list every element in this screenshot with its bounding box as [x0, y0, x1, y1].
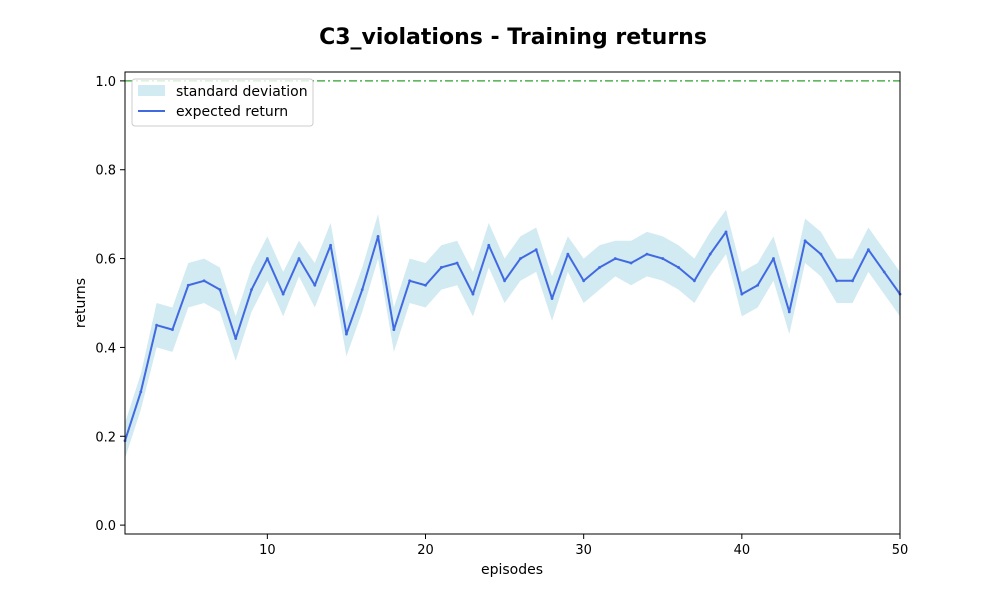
x-tick-label: 50 — [892, 543, 909, 558]
data-point — [265, 257, 269, 260]
data-point — [455, 261, 459, 265]
data-point — [297, 257, 301, 260]
data-point — [787, 310, 791, 314]
data-point — [851, 279, 854, 283]
y-tick-label: 0.6 — [95, 253, 116, 268]
data-point — [155, 323, 159, 327]
chart-title: C3_violations - Training returns — [319, 25, 707, 50]
y-tick-label: 0.2 — [95, 430, 116, 445]
legend-band-label: standard deviation — [176, 84, 308, 100]
y-tick-label: 0.4 — [95, 341, 116, 356]
data-point — [803, 239, 807, 243]
x-tick-label: 40 — [734, 543, 751, 558]
x-axis-ticks: 10 20 30 40 50 — [259, 534, 908, 558]
data-point — [376, 234, 380, 238]
x-tick-label: 30 — [575, 543, 592, 558]
data-point — [598, 266, 601, 269]
legend: standard deviation expected return — [131, 78, 314, 127]
y-tick-label: 1.0 — [95, 75, 116, 90]
data-point — [677, 266, 680, 269]
data-point — [139, 390, 143, 394]
data-point — [708, 252, 712, 256]
data-point — [171, 328, 174, 332]
data-point — [819, 252, 823, 256]
data-point — [360, 288, 364, 292]
data-point — [756, 283, 760, 287]
x-tick-label: 20 — [417, 543, 434, 558]
data-point — [629, 261, 633, 265]
data-point — [186, 283, 190, 287]
data-point — [566, 252, 570, 256]
data-point — [582, 279, 586, 283]
series-line-expected-return — [124, 230, 901, 442]
y-axis-label: returns — [73, 278, 89, 328]
data-point — [234, 337, 238, 340]
data-point — [313, 283, 317, 287]
x-tick-label: 10 — [259, 543, 276, 558]
data-point — [519, 257, 522, 260]
y-tick-label: 0.0 — [95, 519, 116, 534]
plot-area — [123, 80, 902, 459]
data-point — [218, 288, 222, 292]
data-point — [835, 279, 839, 283]
data-point — [487, 243, 491, 247]
data-point — [661, 257, 665, 260]
plot-frame — [124, 71, 901, 535]
data-point — [534, 248, 538, 252]
data-point — [345, 332, 348, 336]
data-point — [692, 279, 696, 283]
legend-line-label: expected return — [176, 104, 288, 120]
y-axis-ticks: 0.0 0.2 0.4 0.6 0.8 1.0 — [95, 75, 125, 534]
data-point — [550, 297, 554, 300]
data-point — [250, 288, 253, 292]
x-axis-label: episodes — [481, 562, 543, 578]
data-point — [471, 292, 475, 296]
data-point — [503, 279, 506, 283]
std-band — [125, 209, 900, 459]
data-point — [645, 252, 649, 256]
data-point — [202, 279, 206, 283]
data-point — [439, 266, 443, 269]
data-point — [882, 270, 886, 274]
legend-box — [131, 78, 314, 127]
data-point — [772, 257, 775, 260]
data-point — [392, 328, 396, 332]
data-point — [866, 248, 870, 252]
data-point — [281, 292, 285, 296]
data-point — [424, 283, 427, 287]
data-point — [740, 292, 744, 296]
data-point — [613, 257, 617, 260]
data-point — [408, 279, 412, 283]
legend-band-swatch — [138, 85, 165, 96]
y-tick-label: 0.8 — [95, 164, 116, 179]
data-point — [724, 230, 728, 234]
data-point — [329, 243, 333, 247]
